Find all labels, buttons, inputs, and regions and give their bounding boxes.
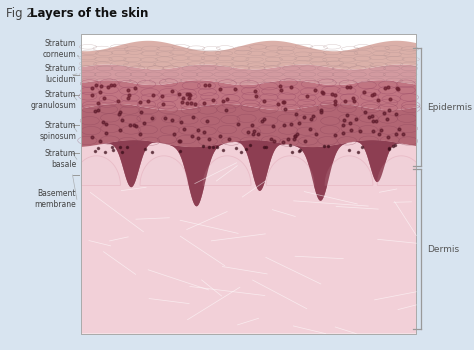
Text: Layers of the skin: Layers of the skin xyxy=(30,7,149,20)
Text: Basement
membrane: Basement membrane xyxy=(34,189,76,209)
Polygon shape xyxy=(266,156,314,186)
Text: Stratum
lucidum: Stratum lucidum xyxy=(45,64,76,84)
Polygon shape xyxy=(140,156,188,186)
Polygon shape xyxy=(81,80,417,110)
FancyBboxPatch shape xyxy=(81,34,417,334)
Text: Epidermis: Epidermis xyxy=(427,103,472,112)
Polygon shape xyxy=(82,156,120,186)
Polygon shape xyxy=(81,140,417,206)
Text: Stratum
corneum: Stratum corneum xyxy=(42,39,76,59)
Polygon shape xyxy=(325,156,373,186)
Text: Stratum
basale: Stratum basale xyxy=(45,149,76,169)
Polygon shape xyxy=(81,140,417,334)
Polygon shape xyxy=(81,64,417,85)
Polygon shape xyxy=(81,140,417,206)
Polygon shape xyxy=(377,156,416,186)
Text: Fig 2.: Fig 2. xyxy=(6,7,41,20)
Polygon shape xyxy=(203,156,251,186)
Polygon shape xyxy=(81,41,417,69)
Text: Stratum
granulosum: Stratum granulosum xyxy=(30,90,76,110)
Text: Dermis: Dermis xyxy=(427,245,459,254)
Polygon shape xyxy=(81,104,417,147)
Text: Stratum
spinosum: Stratum spinosum xyxy=(39,121,76,141)
